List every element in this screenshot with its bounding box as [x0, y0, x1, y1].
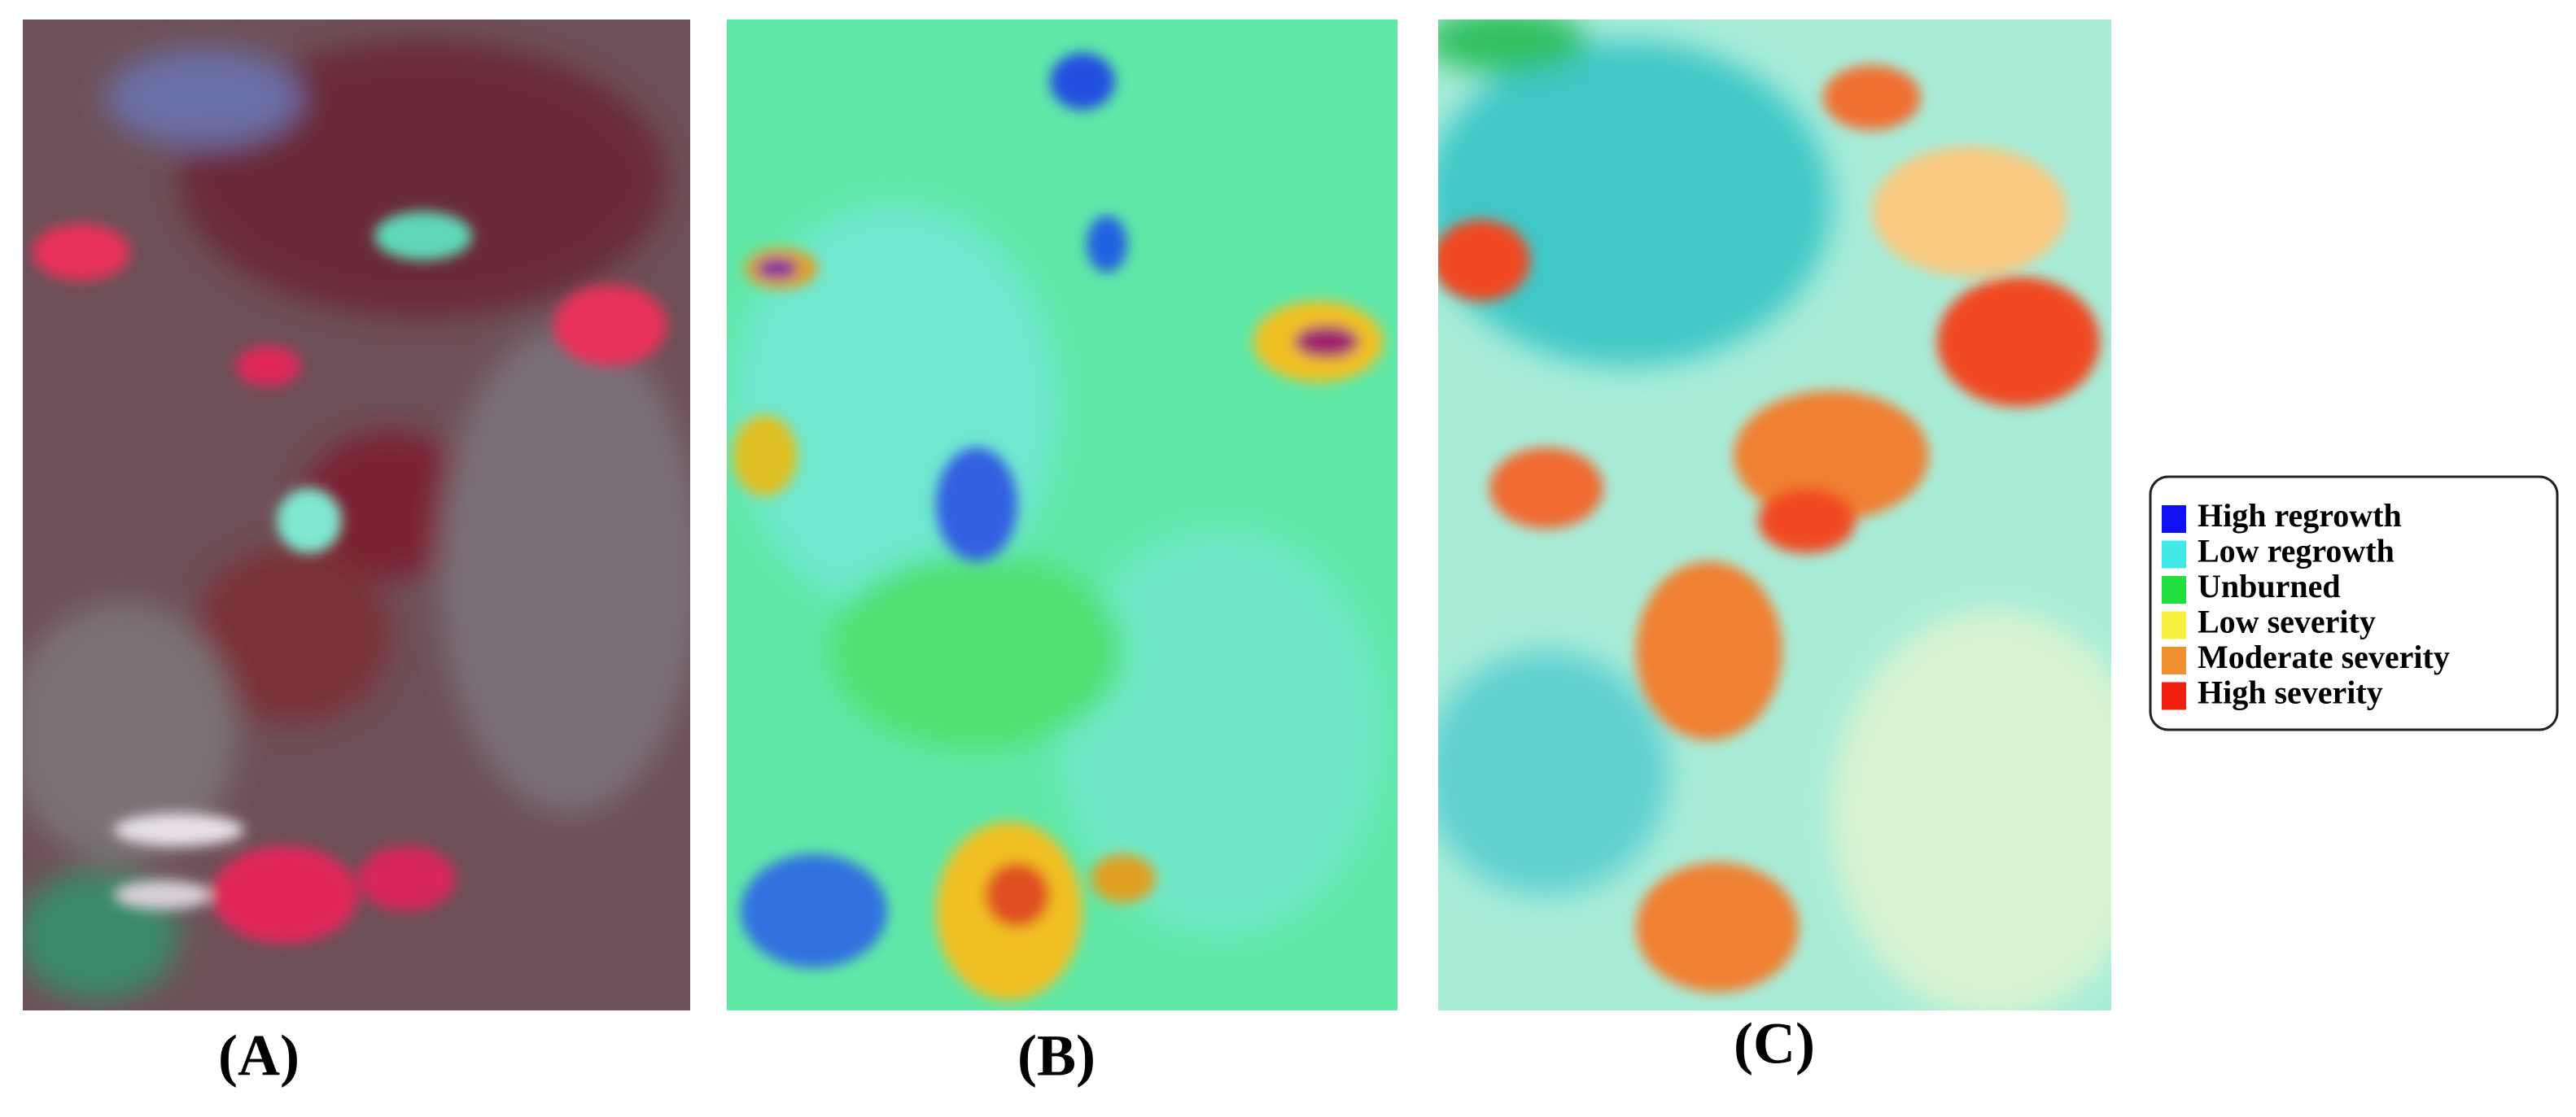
legend-swatch	[2162, 682, 2186, 710]
panel-c-image	[1438, 20, 2111, 1010]
legend-swatch	[2162, 505, 2186, 533]
legend-label: Unburned	[2198, 568, 2341, 604]
legend-box	[2149, 475, 2559, 731]
panel-label: (A)	[218, 1023, 300, 1089]
panel-label: (B)	[1017, 1023, 1096, 1089]
panel-a-image	[23, 20, 690, 1010]
legend-swatch	[2162, 647, 2186, 674]
legend-label: High regrowth	[2198, 497, 2402, 534]
legend-swatch	[2162, 540, 2186, 569]
legend-label: Moderate severity	[2198, 639, 2450, 675]
legend-swatch	[2162, 576, 2186, 604]
legend-label: Low regrowth	[2198, 533, 2394, 569]
legend-swatch	[2162, 611, 2186, 639]
legend-label: High severity	[2198, 674, 2383, 711]
panel-label: (C)	[1734, 1011, 1815, 1076]
panel-b-image	[727, 20, 1397, 1010]
legend-label: Low severity	[2198, 604, 2376, 640]
